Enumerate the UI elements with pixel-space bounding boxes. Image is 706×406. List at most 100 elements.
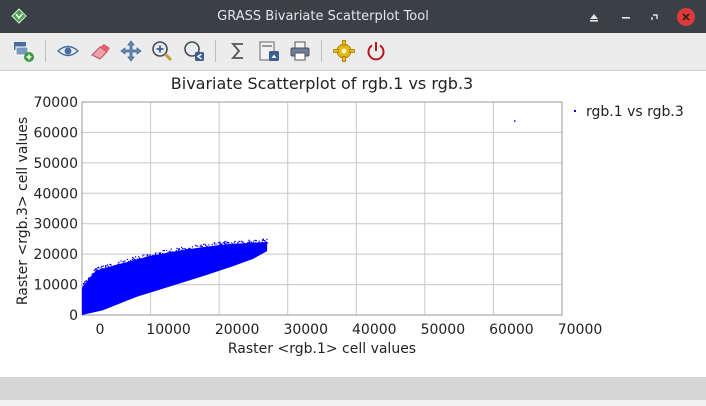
scatter-point: [90, 276, 92, 278]
scatter-point: [133, 258, 135, 260]
zoom-back-button[interactable]: [180, 37, 208, 65]
scatter-point: [88, 279, 90, 281]
scatter-chart[interactable]: 0 10000 20000 30000 40000 50000 60000 70000 0 10…: [0, 71, 706, 377]
minimize-button[interactable]: [617, 8, 635, 26]
y-axis-label: Raster <rgb.3> cell values: [15, 117, 31, 305]
scatter-point: [135, 256, 137, 258]
save-image-button[interactable]: [255, 37, 283, 65]
scatter-point: [97, 269, 99, 271]
scatter-point: [266, 242, 269, 244]
scatter-point: [131, 261, 133, 263]
plot-area[interactable]: 0 10000 20000 30000 40000 50000 60000 70000 0 10…: [0, 71, 706, 377]
scatter-point: [243, 242, 245, 244]
eye-icon: [56, 45, 80, 57]
scatter-point: [248, 242, 250, 244]
scatter-point: [112, 266, 114, 268]
print-button[interactable]: [286, 37, 314, 65]
pan-button[interactable]: [117, 37, 145, 65]
scatter-point: [255, 240, 257, 242]
scatter-outlier-point: [514, 120, 516, 122]
scatter-point: [129, 262, 131, 264]
scatter-point: [224, 242, 226, 244]
scatter-point: [219, 242, 221, 244]
close-button[interactable]: [677, 8, 695, 26]
scatter-point: [188, 247, 190, 249]
add-map-button[interactable]: [9, 37, 37, 65]
scatter-point: [208, 244, 210, 246]
scatter-point: [170, 252, 172, 254]
scatter-point: [104, 267, 106, 269]
scatter-point: [91, 276, 93, 278]
scatter-point: [200, 244, 202, 246]
scatter-point: [144, 257, 146, 259]
scatter-point: [130, 259, 132, 261]
scatter-point: [219, 241, 221, 243]
scatter-point: [199, 245, 201, 247]
x-tick-label: 20000: [215, 322, 260, 338]
scatter-point: [128, 260, 130, 262]
scatter-point: [89, 276, 91, 279]
power-icon: [367, 42, 385, 61]
scatter-point: [86, 281, 88, 283]
scatter-point: [181, 249, 183, 251]
scatter-point: [149, 254, 151, 256]
view-button[interactable]: [54, 37, 82, 65]
gear-icon: [333, 40, 355, 62]
scatter-point: [200, 246, 202, 248]
x-axis-label: Raster <rgb.1> cell values: [228, 341, 416, 357]
scatter-point: [234, 243, 236, 245]
scatter-point: [231, 244, 233, 246]
settings-button[interactable]: [330, 37, 358, 65]
scatter-point: [85, 283, 87, 285]
scatter-point: [91, 276, 93, 278]
scatter-point: [102, 265, 104, 267]
scatter-point: [171, 251, 173, 253]
scatter-point: [203, 243, 205, 245]
shade-icon: [590, 14, 598, 22]
scatter-point: [139, 258, 141, 260]
zoom-button[interactable]: [148, 37, 176, 65]
scatter-point: [98, 267, 100, 269]
statistics-button[interactable]: [224, 37, 252, 65]
scatter-point: [227, 244, 229, 246]
shade-button[interactable]: [585, 8, 603, 26]
x-axis-ticks: 0 10000 20000 30000 40000 50000 60000 70000: [96, 322, 603, 338]
scatter-point: [119, 264, 121, 266]
scatter-point: [120, 260, 122, 262]
scatter-points: [82, 120, 516, 315]
y-axis-ticks: 0 10000 20000 30000 40000 50000 60000 70000: [33, 95, 78, 324]
scatter-point: [211, 243, 213, 245]
scatter-point: [200, 248, 202, 250]
scatter-point: [95, 271, 97, 273]
scatter-point: [160, 253, 162, 255]
scatter-point: [241, 243, 243, 245]
scatter-point: [101, 267, 103, 270]
scatter-point: [187, 249, 189, 251]
scatter-point: [232, 243, 234, 245]
scatter-point: [264, 240, 266, 242]
scatter-point: [166, 249, 168, 252]
scatter-point: [236, 244, 238, 246]
scatter-point: [234, 244, 237, 246]
scatter-point: [177, 248, 179, 250]
scatter-point: [97, 266, 99, 268]
scatter-point: [191, 246, 193, 248]
quit-button[interactable]: [362, 37, 390, 65]
scatter-point: [163, 250, 165, 252]
y-tick-label: 20000: [33, 247, 78, 263]
legend-label: rgb.1 vs rgb.3: [586, 104, 684, 120]
maximize-button[interactable]: [646, 8, 664, 26]
erase-button[interactable]: [86, 37, 114, 65]
scatter-point: [147, 257, 149, 259]
scatter-point: [154, 254, 156, 256]
scatter-point: [261, 241, 263, 243]
chart-title: Bivariate Scatterplot of rgb.1 vs rgb.3: [171, 74, 473, 93]
scatter-point: [253, 240, 255, 242]
title-bar[interactable]: GRASS Bivariate Scatterplot Tool: [0, 0, 706, 33]
x-tick-label: 50000: [421, 322, 466, 338]
scatter-point: [139, 257, 141, 259]
scatter-point: [88, 279, 90, 281]
scatter-point: [250, 241, 252, 243]
pan-icon: [120, 40, 142, 62]
scatter-point: [99, 269, 101, 271]
